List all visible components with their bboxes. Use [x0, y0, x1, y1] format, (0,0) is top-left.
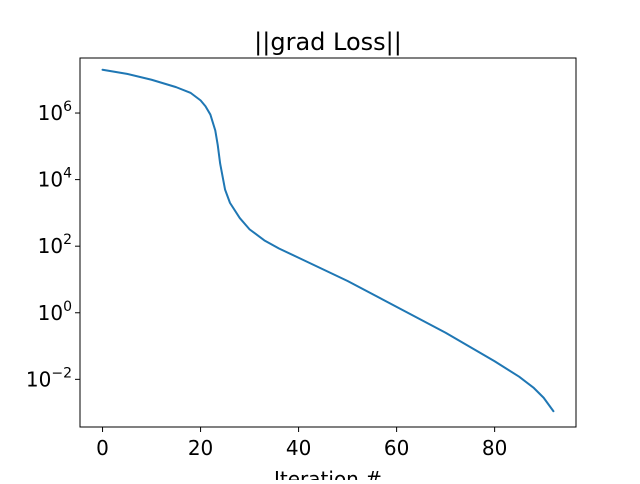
chart-title: ||grad Loss||: [254, 28, 402, 56]
x-tick-label: 40: [286, 436, 311, 460]
y-tick-label: 102: [38, 232, 72, 258]
plot-area: [101, 68, 555, 413]
y-tick-label: 106: [38, 99, 72, 125]
x-tick-label: 0: [96, 436, 109, 460]
series-line-0: [101, 68, 555, 413]
y-tick-label: 100: [38, 299, 72, 325]
x-tick-label: 60: [384, 436, 409, 460]
y-tick-label: 104: [38, 166, 72, 192]
y-tick-label: 10−2: [26, 365, 72, 391]
x-axis-label: Iteration #: [274, 467, 382, 480]
axis-ticks: 0 20 40 60 80 10−2 100 102 104 106: [26, 99, 507, 460]
axes-frame: [79, 57, 577, 428]
x-tick-label: 80: [482, 436, 507, 460]
x-tick-label: 20: [188, 436, 213, 460]
